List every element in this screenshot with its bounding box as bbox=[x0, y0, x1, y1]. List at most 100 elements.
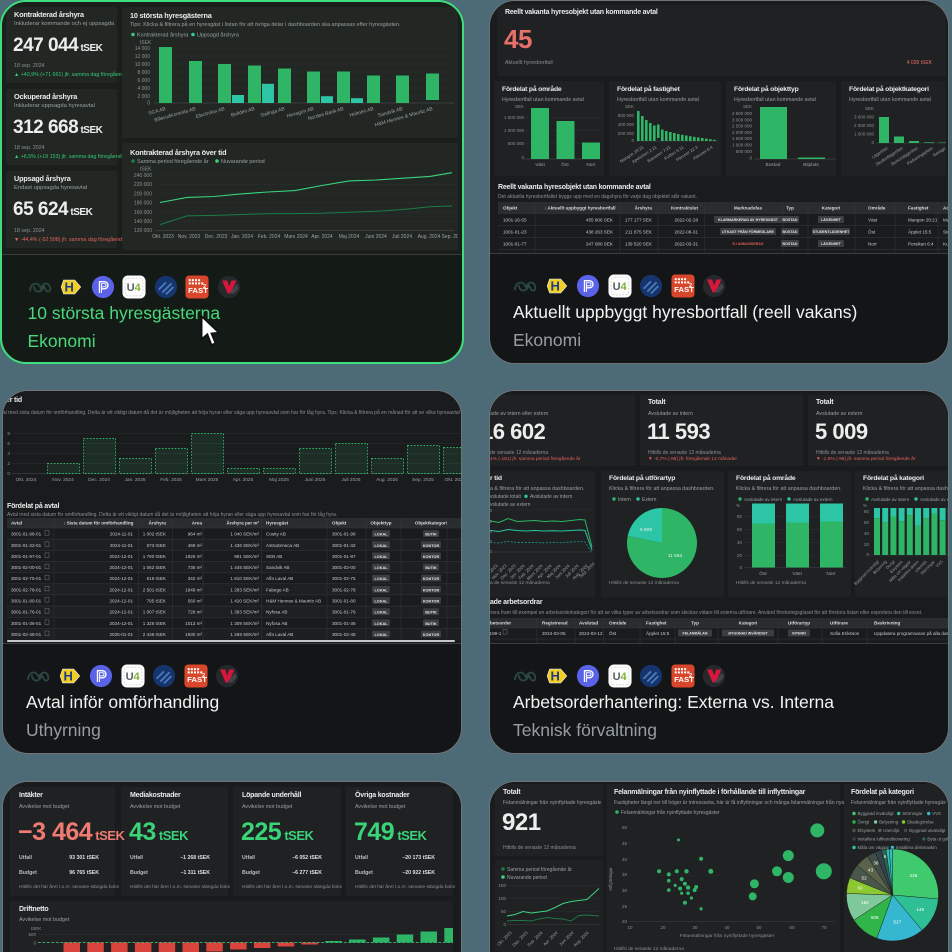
svg-text:Juli 2025: Juli 2025 bbox=[341, 477, 361, 483]
svg-text:Övrigt: Övrigt bbox=[858, 820, 870, 825]
svg-text:3001-02-75: 3001-02-75 bbox=[332, 576, 356, 581]
svg-text:Övrigt: Övrigt bbox=[885, 559, 897, 571]
svg-text:1 810 SEK/m²: 1 810 SEK/m² bbox=[230, 576, 259, 581]
svg-text:Utemiljö: Utemiljö bbox=[883, 828, 899, 833]
svg-text:BUTIK: BUTIK bbox=[425, 533, 437, 537]
svg-text:Uppsagd årshyra: Uppsagd årshyra bbox=[197, 32, 240, 39]
svg-text:2024-11-01: 2024-11-01 bbox=[110, 543, 134, 548]
svg-text:Sep. 2025: Sep. 2025 bbox=[412, 477, 434, 483]
svg-text:0: 0 bbox=[871, 140, 874, 145]
svg-text:1 420 SEK/m²: 1 420 SEK/m² bbox=[230, 599, 259, 604]
svg-text:1 000 000: 1 000 000 bbox=[732, 143, 753, 148]
svg-text:Juni 2024: Juni 2024 bbox=[365, 234, 387, 240]
svg-text:60: 60 bbox=[789, 925, 795, 930]
svg-text:FELANMÄLAN: FELANMÄLAN bbox=[683, 632, 708, 636]
svg-text:1 500 000: 1 500 000 bbox=[504, 115, 525, 120]
svg-text:2024-12-01: 2024-12-01 bbox=[110, 554, 134, 559]
svg-text:Aug. 2024: Aug. 2024 bbox=[572, 930, 590, 948]
svg-text:Alfa Laval AB: Alfa Laval AB bbox=[266, 632, 293, 637]
svg-text:80: 80 bbox=[737, 514, 743, 519]
svg-text:Öst: Öst bbox=[759, 570, 767, 577]
svg-text:Kategori: Kategori bbox=[822, 206, 841, 211]
svg-text:1 383 SEK/m²: 1 383 SEK/m² bbox=[230, 610, 259, 615]
svg-text:2024-03-12: 2024-03-12 bbox=[579, 631, 603, 636]
svg-text:Nov. 2024: Nov. 2024 bbox=[52, 477, 74, 483]
svg-text:2 501 tSEK: 2 501 tSEK bbox=[143, 587, 167, 592]
svg-text:600 000: 600 000 bbox=[618, 113, 635, 118]
svg-text:Feb. 2024: Feb. 2024 bbox=[526, 930, 544, 948]
svg-text:LOKAL: LOKAL bbox=[374, 588, 388, 592]
svg-text:Väst: Väst bbox=[535, 162, 545, 168]
svg-text:1 445 SEK/m²: 1 445 SEK/m² bbox=[230, 565, 259, 570]
svg-text:Area: Area bbox=[192, 521, 203, 526]
svg-text:1949 m²: 1949 m² bbox=[185, 587, 202, 592]
svg-text:Dec. 2023: Dec. 2023 bbox=[205, 234, 228, 240]
svg-text:200 000: 200 000 bbox=[618, 131, 635, 136]
svg-text:Ma: Ma bbox=[943, 218, 948, 223]
svg-text:Öst: Öst bbox=[561, 161, 569, 168]
svg-text:0: 0 bbox=[7, 471, 10, 477]
svg-text:1001-01-77: 1001-01-77 bbox=[503, 242, 527, 247]
svg-text:Persikan 6:4: Persikan 6:4 bbox=[908, 242, 934, 247]
svg-text:EJ ANNONSERAD: EJ ANNONSERAD bbox=[732, 242, 763, 246]
svg-text:50: 50 bbox=[622, 825, 628, 830]
svg-text:160 000: 160 000 bbox=[134, 210, 152, 216]
svg-text:500 000: 500 000 bbox=[736, 149, 753, 154]
svg-text:Jan. 2025: Jan. 2025 bbox=[124, 477, 145, 483]
svg-text:VVS: VVS bbox=[935, 559, 944, 568]
svg-text:Mars 2024: Mars 2024 bbox=[284, 234, 308, 240]
svg-text:Måla om väggar: Måla om väggar bbox=[858, 845, 890, 850]
svg-text:tSEK: tSEK bbox=[31, 926, 41, 931]
svg-text:H: H bbox=[550, 279, 559, 294]
svg-text:2: 2 bbox=[689, 283, 692, 289]
svg-text:35: 35 bbox=[622, 872, 628, 877]
svg-text:Ad: Ad bbox=[943, 206, 948, 211]
svg-text:KONTOR: KONTOR bbox=[423, 600, 440, 604]
svg-text:2: 2 bbox=[7, 461, 10, 467]
svg-text:500: 500 bbox=[28, 932, 36, 937]
svg-text:2: 2 bbox=[689, 673, 692, 679]
svg-text:Feb. 2024: Feb. 2024 bbox=[258, 234, 281, 240]
svg-text:2022-02-28: 2022-02-28 bbox=[675, 218, 699, 223]
svg-text:2022-08-31: 2022-08-31 bbox=[675, 230, 699, 235]
svg-text:200 000: 200 000 bbox=[134, 191, 152, 197]
svg-text:2 436 tSEK: 2 436 tSEK bbox=[143, 632, 167, 637]
svg-text:KONTOR: KONTOR bbox=[423, 544, 440, 548]
svg-text:2022-03-31: 2022-03-31 bbox=[675, 242, 699, 247]
svg-text:Typ: Typ bbox=[786, 206, 794, 211]
svg-text:KONTOR: KONTOR bbox=[423, 577, 440, 581]
svg-text:140 000: 140 000 bbox=[134, 219, 152, 225]
svg-text:1825 m²: 1825 m² bbox=[185, 554, 202, 559]
svg-text:AstraZeneca AB: AstraZeneca AB bbox=[266, 543, 299, 548]
svg-text:Juli 2024: Juli 2024 bbox=[392, 234, 412, 240]
svg-text:Extern: Extern bbox=[642, 497, 657, 503]
svg-text:6: 6 bbox=[884, 854, 887, 859]
svg-text:12 000: 12 000 bbox=[135, 54, 151, 60]
svg-text:UTKAST FRÅN FÖRMEDLARE: UTKAST FRÅN FÖRMEDLARE bbox=[722, 229, 775, 234]
svg-text:Objekt: Objekt bbox=[503, 206, 518, 211]
svg-text:Felanmälningar från nyinflytta: Felanmälningar från nyinflyttade hyresgä… bbox=[680, 932, 775, 939]
svg-text:Sep. 2024: Sep. 2024 bbox=[442, 234, 458, 240]
svg-text:Nuvarande period: Nuvarande period bbox=[221, 159, 265, 165]
svg-text:KONTOR: KONTOR bbox=[423, 633, 440, 637]
svg-text:20: 20 bbox=[622, 919, 628, 924]
svg-text:30: 30 bbox=[622, 888, 628, 893]
svg-text:45: 45 bbox=[622, 841, 628, 846]
svg-text:Område: Område bbox=[609, 620, 627, 626]
svg-text:Installera diskmaskin: Installera diskmaskin bbox=[896, 845, 937, 850]
svg-text:Väst: Väst bbox=[868, 218, 878, 223]
svg-text:Bostad: Bostad bbox=[766, 162, 781, 168]
svg-text:Byggnad utvändigt: Byggnad utvändigt bbox=[909, 828, 946, 833]
svg-text:Installera luftkonditionering: Installera luftkonditionering bbox=[858, 837, 911, 842]
svg-text:4: 4 bbox=[134, 282, 141, 294]
svg-text:LOKAL: LOKAL bbox=[374, 600, 388, 604]
svg-text:U: U bbox=[127, 282, 135, 294]
svg-text:SEK: SEK bbox=[743, 104, 752, 109]
svg-text:438 263 SEK: 438 263 SEK bbox=[586, 230, 614, 235]
svg-text:Norr: Norr bbox=[826, 571, 836, 577]
svg-text:Väst: Väst bbox=[792, 571, 802, 577]
svg-text:180 000: 180 000 bbox=[134, 201, 152, 207]
svg-text:Apr. 2025: Apr. 2025 bbox=[233, 477, 254, 483]
svg-text:H: H bbox=[550, 669, 559, 684]
svg-text:20: 20 bbox=[737, 553, 743, 558]
